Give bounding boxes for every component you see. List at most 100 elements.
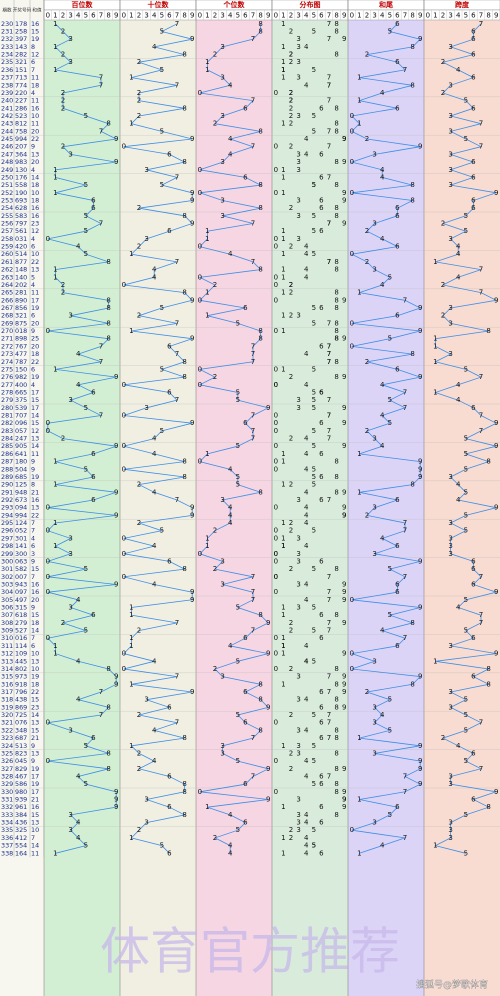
trend-digit: 3 <box>448 534 452 542</box>
issue-number: 230 <box>1 20 13 28</box>
group-title: 百位数 <box>72 0 94 9</box>
distribution-digit: 8 <box>334 373 338 381</box>
distribution-digit: 5 <box>312 527 316 535</box>
draw-number: 420 <box>15 243 27 251</box>
distribution-digit: 4 <box>304 842 309 850</box>
trend-digit: 6 <box>167 803 172 811</box>
trend-digit: 5 <box>236 481 240 489</box>
distribution-digit: 4 <box>304 772 309 780</box>
trend-digit: 4 <box>380 627 385 635</box>
trend-digit: 7 <box>403 296 407 304</box>
issue-number: 261 <box>1 258 13 266</box>
draw-number: 514 <box>15 250 27 258</box>
distribution-digit: 8 <box>334 51 338 59</box>
distribution-digit: 0 <box>274 534 278 542</box>
trend-digit: 0 <box>46 327 50 335</box>
trend-digit: 8 <box>258 204 262 212</box>
distribution-digit: 2 <box>289 527 293 535</box>
trend-digit: 6 <box>395 580 400 588</box>
trend-digit: 4 <box>456 243 461 251</box>
digit-header: 3 <box>144 12 148 20</box>
trend-digit: 5 <box>84 404 88 412</box>
distribution-digit: 1 <box>281 66 285 74</box>
trend-digit: 3 <box>68 726 72 734</box>
distribution-digit: 7 <box>327 342 331 350</box>
trend-digit: 0 <box>198 89 202 97</box>
sum-value: 3 <box>31 550 35 558</box>
trend-digit: 4 <box>152 726 157 734</box>
trend-digit: 4 <box>228 642 233 650</box>
sum-value: 10 <box>31 650 39 658</box>
trend-digit: 0 <box>46 419 50 427</box>
draw-number: 875 <box>15 319 27 327</box>
trend-digit: 6 <box>91 196 96 204</box>
distribution-digit: 6 <box>319 104 324 112</box>
trend-digit: 3 <box>448 319 452 327</box>
trend-digit: 8 <box>258 611 262 619</box>
digit-header: 0 <box>198 12 202 20</box>
trend-digit: 9 <box>190 189 194 197</box>
sum-value: 13 <box>31 657 39 665</box>
digit-header: 4 <box>380 12 385 20</box>
issue-number: 274 <box>1 358 13 366</box>
distribution-digit: 8 <box>334 204 338 212</box>
trend-digit: 2 <box>441 220 445 228</box>
trend-digit: 0 <box>46 527 50 535</box>
trend-digit: 6 <box>395 642 400 650</box>
trend-digit: 8 <box>258 20 262 28</box>
sum-value: 13 <box>31 504 39 512</box>
trend-digit: 3 <box>220 496 224 504</box>
trend-digit: 2 <box>365 258 369 266</box>
distribution-digit: 1 <box>281 74 285 82</box>
trend-digit: 9 <box>494 442 498 450</box>
trend-digit: 1 <box>53 273 57 281</box>
distribution-digit: 1 <box>281 227 285 235</box>
sum-value: 7 <box>31 519 35 527</box>
trend-digit: 5 <box>236 757 240 765</box>
trend-digit: 1 <box>53 481 57 489</box>
trend-digit: 8 <box>258 266 262 274</box>
issue-number: 257 <box>1 227 13 235</box>
distribution-digit: 8 <box>334 458 338 466</box>
distribution-digit: 2 <box>289 112 293 120</box>
distribution-digit: 2 <box>289 51 293 59</box>
trend-digit: 5 <box>84 227 88 235</box>
group-bg <box>272 0 348 996</box>
issue-number: 336 <box>1 834 13 842</box>
distribution-digit: 4 <box>304 381 309 389</box>
trend-digit: 6 <box>91 734 96 742</box>
draw-number: 939 <box>15 796 27 804</box>
trend-digit: 8 <box>106 665 110 673</box>
group-title: 个位数 <box>223 0 246 9</box>
trend-digit: 4 <box>152 488 157 496</box>
distribution-digit: 3 <box>296 726 300 734</box>
trend-digit: 2 <box>213 665 217 673</box>
issue-number: 284 <box>1 435 13 443</box>
distribution-digit: 9 <box>342 404 346 412</box>
trend-digit: 0 <box>350 342 354 350</box>
trend-digit: 0 <box>198 381 202 389</box>
trend-digit: 2 <box>61 435 65 443</box>
trend-digit: 9 <box>190 688 194 696</box>
trend-digit: 7 <box>175 173 179 181</box>
issue-number: 315 <box>1 673 13 681</box>
trend-digit: 1 <box>205 227 209 235</box>
sum-value: 10 <box>31 826 39 834</box>
draw-number: 148 <box>15 266 27 274</box>
sum-value: 6 <box>31 542 35 550</box>
trend-digit: 9 <box>418 557 422 565</box>
distribution-digit: 0 <box>274 458 278 466</box>
draw-number: 190 <box>15 189 27 197</box>
distribution-digit: 3 <box>296 557 300 565</box>
trend-digit: 3 <box>372 220 376 228</box>
trend-digit: 4 <box>76 596 81 604</box>
distribution-digit: 1 <box>281 365 285 373</box>
trend-digit: 5 <box>388 273 392 281</box>
trend-digit: 3 <box>220 742 224 750</box>
sum-value: 6 <box>31 58 35 66</box>
trend-digit: 6 <box>91 496 96 504</box>
trend-digit: 6 <box>395 365 400 373</box>
sum-value: 4 <box>31 166 35 174</box>
distribution-digit: 7 <box>327 35 331 43</box>
trend-digit: 5 <box>84 780 88 788</box>
